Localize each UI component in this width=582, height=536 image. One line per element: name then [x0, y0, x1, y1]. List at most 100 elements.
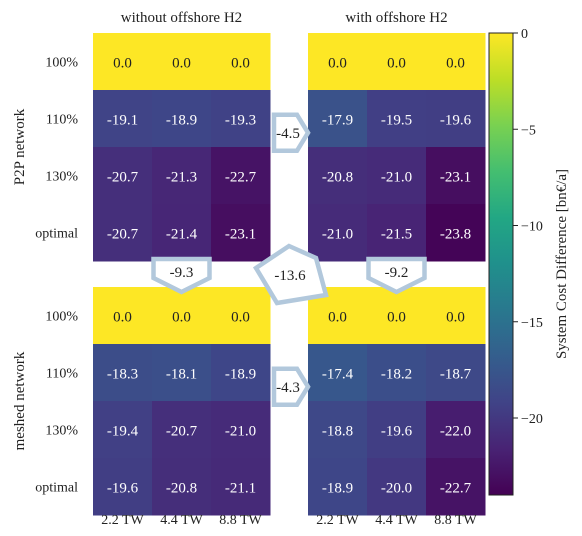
colorbar-gradient [488, 32, 514, 496]
col-tick-label: 8.8 TW [219, 513, 262, 528]
heatmap-cell [211, 458, 271, 516]
cell-value-label: -21.0 [225, 424, 256, 440]
row-tick-label: optimal [35, 227, 78, 242]
heatmap-cell [426, 90, 486, 148]
heatmap-cell [211, 90, 271, 148]
cell-value-label: -18.8 [322, 424, 353, 440]
heatmap-cell [308, 401, 368, 459]
heatmap-cell [93, 204, 153, 262]
heatmap-cell [367, 458, 427, 516]
cell-value-label: -21.4 [166, 227, 198, 243]
row-tick-label: 110% [46, 113, 78, 128]
heatmap-cell [93, 458, 153, 516]
annotation-mesh-offshore-label: -9.2 [385, 265, 409, 281]
row-tick-label: 130% [45, 170, 78, 185]
heatmap-cell [93, 147, 153, 205]
heatmap-cell [93, 344, 153, 402]
cell-value-label: -18.9 [225, 367, 256, 383]
heatmap-cell [211, 33, 271, 91]
row-tick-label: 100% [45, 310, 78, 325]
heatmap-cell [367, 204, 427, 262]
heatmap-cell [211, 401, 271, 459]
heatmap-cell [93, 287, 153, 345]
colorbar-tick-label: −15 [521, 316, 543, 331]
cell-value-label: -22.7 [225, 170, 257, 186]
cell-value-label: -20.8 [322, 170, 353, 186]
heatmap-cell [367, 90, 427, 148]
heatmap-cell [211, 204, 271, 262]
annotation-mesh-no-offshore-shape [151, 256, 212, 295]
cell-value-label: -23.8 [440, 227, 471, 243]
annotation-meshed-offshore-shape [271, 366, 311, 407]
heatmap-cell [308, 344, 368, 402]
cell-value-label: -20.8 [166, 481, 197, 497]
cell-value-label: -21.3 [166, 170, 197, 186]
heatmap-cell [426, 401, 486, 459]
row-tick-label: optimal [35, 481, 78, 496]
cell-value-label: -19.6 [107, 481, 139, 497]
difference-annotations: -4.5 -4.3 -9.3 -9.2 -13.6 [151, 112, 427, 407]
row-group-label: P2P network [12, 108, 28, 185]
row-tick-label: 130% [45, 424, 78, 439]
heatmap-cell [367, 147, 427, 205]
heatmap-cell [152, 204, 212, 262]
cell-value-label: 0.0 [113, 56, 132, 72]
heatmap-cell [152, 458, 212, 516]
heatmap-cell [426, 204, 486, 262]
cell-value-label: -17.4 [322, 367, 354, 383]
heatmap-cell [426, 344, 486, 402]
cell-value-label: 0.0 [387, 310, 406, 326]
heatmap-cell [152, 401, 212, 459]
cell-value-label: -19.6 [381, 424, 413, 440]
colorbar: 0 −5 −10 −15 −20 System Cost Difference [bn€/… [488, 27, 570, 496]
annotation-p2p-offshore-shape [271, 112, 311, 153]
cell-value-label: -20.7 [107, 170, 139, 186]
cell-value-label: 0.0 [172, 56, 191, 72]
annotation-p2p-offshore-label: -4.5 [276, 126, 300, 142]
col-tick-label: 8.8 TW [434, 513, 477, 528]
heatmap-cell [93, 33, 153, 91]
cell-value-label: -22.0 [440, 424, 471, 440]
cell-value-label: 0.0 [113, 310, 132, 326]
cell-value-label: -19.3 [225, 113, 256, 129]
colorbar-tick-label: −5 [521, 123, 536, 138]
cell-value-label: -19.5 [381, 113, 412, 129]
heatmap-cell [426, 33, 486, 91]
cell-value-label: -23.1 [440, 170, 471, 186]
heatmap-cell [152, 147, 212, 205]
heatmap-cell [426, 287, 486, 345]
cell-value-label: -18.9 [166, 113, 197, 129]
heatmap-cell [211, 147, 271, 205]
cell-value-label: -19.4 [107, 424, 139, 440]
heatmap-cell [367, 344, 427, 402]
heatmap-cell [367, 33, 427, 91]
cell-value-label: -19.1 [107, 113, 138, 129]
heatmap-panels: 0.0 0.0 0.0-19.1 -18.9 -19.3-20.7 -21.3 -22.7-… [93, 33, 486, 516]
cell-value-label: -21.0 [322, 227, 353, 243]
heatmap-cell [426, 147, 486, 205]
annotation-mesh-no-offshore-label: -9.3 [170, 265, 194, 281]
annotation-meshed-offshore-label: -4.3 [276, 380, 300, 396]
row-tick-label: 100% [45, 56, 78, 71]
cell-value-label: 0.0 [328, 310, 347, 326]
annotation-combined-shape [252, 243, 329, 306]
heatmap-cell [211, 287, 271, 345]
cell-value-label: 0.0 [446, 310, 465, 326]
cell-value-label: 0.0 [387, 56, 406, 72]
heatmap-cell [93, 401, 153, 459]
cell-value-label: -20.7 [107, 227, 139, 243]
cell-value-label: -18.2 [381, 367, 412, 383]
annotation-mesh-offshore-shape [366, 256, 427, 295]
cell-value-label: -22.7 [440, 481, 472, 497]
cell-value-label: 0.0 [172, 310, 191, 326]
colorbar-label: System Cost Difference [bn€/a] [554, 169, 570, 359]
heatmap-cell [426, 458, 486, 516]
heatmap-cell [308, 90, 368, 148]
heatmap-cell [152, 287, 212, 345]
heatmap-cell [308, 458, 368, 516]
annotation-combined-label: -13.6 [274, 268, 306, 284]
col-tick-label: 4.4 TW [160, 513, 203, 528]
colorbar-tick-label: −10 [521, 220, 543, 235]
heatmap-cell [367, 401, 427, 459]
